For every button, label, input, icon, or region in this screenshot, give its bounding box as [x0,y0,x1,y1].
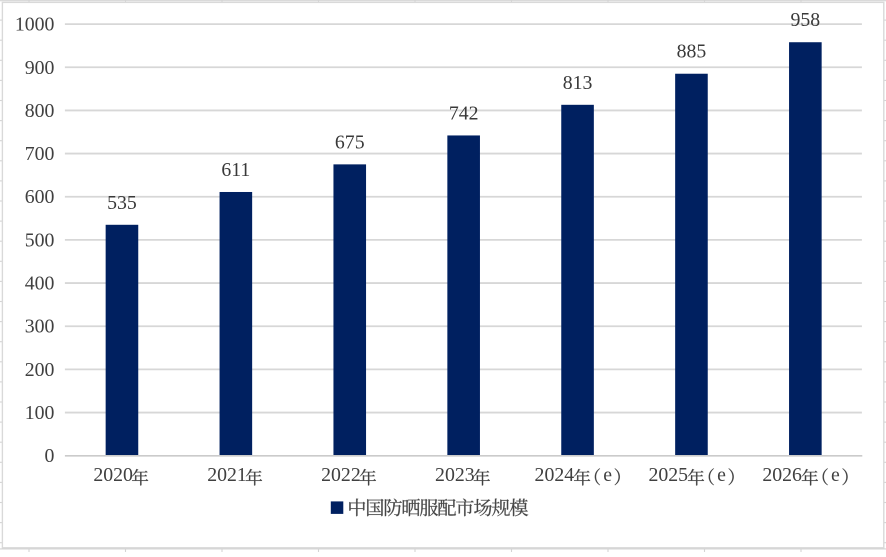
svg-text:958: 958 [791,9,821,31]
svg-text:e: e [717,464,726,486]
svg-text:2023: 2023 [435,464,475,486]
svg-text:200: 200 [25,359,55,381]
svg-text:2022: 2022 [321,464,361,486]
svg-text:800: 800 [25,100,55,122]
svg-text:2025: 2025 [648,464,688,486]
svg-text:600: 600 [25,186,55,208]
svg-text:611: 611 [221,159,250,181]
svg-text:e: e [831,464,840,486]
svg-text:2020: 2020 [93,464,133,486]
svg-text:2024: 2024 [535,464,575,486]
svg-text:400: 400 [25,273,55,295]
svg-text:742: 742 [449,102,479,124]
svg-text:e: e [603,464,612,486]
svg-text:1000: 1000 [15,14,55,36]
svg-text:500: 500 [25,229,55,251]
svg-text:0: 0 [45,445,55,467]
svg-text:675: 675 [335,131,365,153]
svg-text:100: 100 [25,402,55,424]
svg-text:813: 813 [563,72,593,94]
svg-text:300: 300 [25,316,55,338]
svg-text:2021: 2021 [207,464,247,486]
svg-text:535: 535 [107,192,137,214]
svg-text:900: 900 [25,57,55,79]
svg-text:885: 885 [677,41,707,63]
svg-text:700: 700 [25,143,55,165]
svg-text:2026: 2026 [762,464,802,486]
